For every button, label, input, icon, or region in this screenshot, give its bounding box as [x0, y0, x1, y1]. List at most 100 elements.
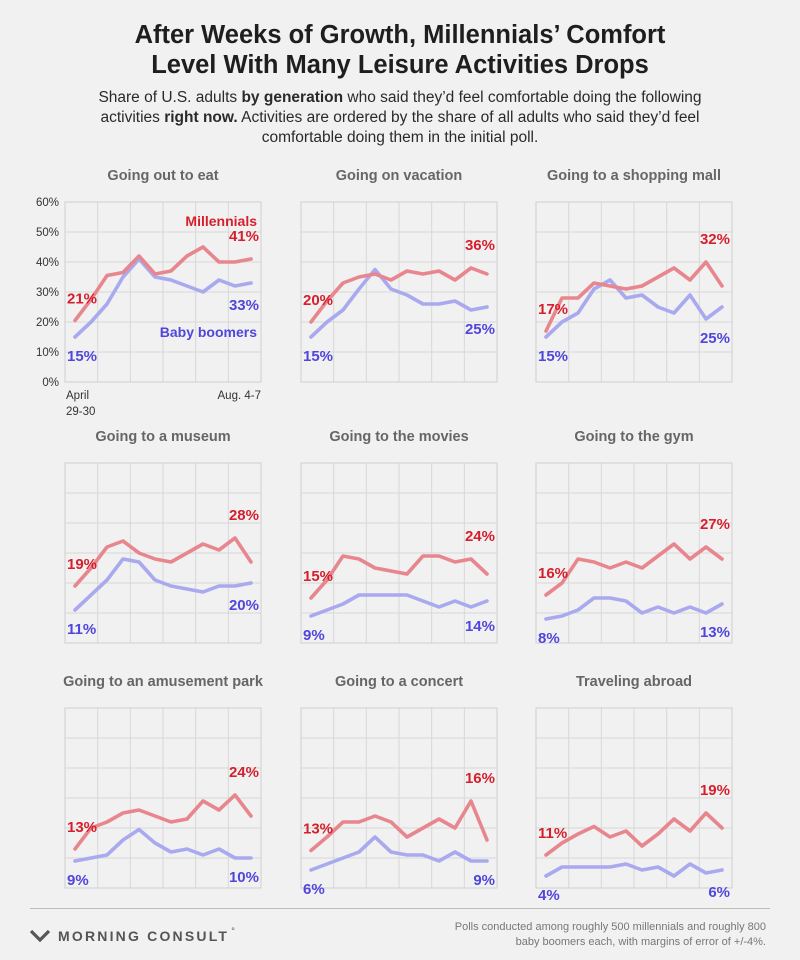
subtitle-bold-2: right now. [164, 109, 238, 126]
morning-consult-logo: MORNING CONSULT ° [30, 924, 235, 948]
boomers-start-label: 15% [303, 348, 333, 365]
millennials-line [544, 260, 724, 333]
millennials-line [309, 799, 489, 853]
millennials-start-label: 13% [67, 819, 97, 836]
millennials-start-label: 15% [303, 568, 333, 585]
millennials-line [73, 245, 253, 323]
chart-panel: Going to a museum 19% 28% 11% 20% [64, 429, 262, 644]
millennials-line [73, 793, 253, 851]
y-tick-label: 20% [36, 317, 59, 329]
millennials-end-label: 19% [700, 782, 730, 799]
panel-frame [64, 707, 262, 889]
x-start-label: April [66, 390, 89, 402]
boomers-start-label: 6% [303, 881, 325, 898]
chart-panel: Going out to eat 0% 10% 20% 30% 40% 50% 60% Apri… [36, 168, 262, 418]
panel-frame [535, 707, 733, 889]
logo-mark: ° [231, 926, 235, 936]
boomers-line [544, 278, 724, 339]
chart-panel: Going on vacation 20% 36% 15% 25% [300, 168, 498, 383]
subtitle-text-1: Share of U.S. adults [98, 89, 242, 106]
millennials-line [309, 266, 489, 324]
logo-text: MORNING CONSULT [58, 928, 230, 944]
boomers-line [544, 596, 724, 621]
boomers-end-label: 25% [700, 330, 730, 347]
millennials-line [544, 542, 724, 597]
boomers-start-label: 8% [538, 630, 560, 647]
boomers-start-label: 15% [67, 348, 97, 365]
millennials-start-label: 20% [303, 292, 333, 309]
methodology-note: Polls conducted among roughly 500 millen… [454, 921, 766, 948]
y-tick-label: 30% [36, 287, 59, 299]
panel-frame [64, 201, 262, 383]
boomers-line [544, 862, 724, 878]
boomers-start-label: 9% [67, 872, 89, 889]
morning-consult-chevron-icon [30, 929, 50, 943]
title-line-1: After Weeks of Growth, Millennials’ Comf… [134, 21, 666, 49]
y-tick-label: 50% [36, 227, 59, 239]
title-line-2: Level With Many Leisure Activities Drops [151, 51, 649, 79]
legend-baby-boomers: Baby boomers [160, 324, 257, 340]
chart-panel: Traveling abroad 11% 19% 4% 6% [535, 674, 733, 904]
millennials-start-label: 16% [538, 565, 568, 582]
millennials-start-label: 13% [303, 821, 333, 838]
millennials-end-label: 24% [229, 764, 259, 781]
millennials-start-label: 19% [67, 556, 97, 573]
boomers-end-label: 13% [700, 624, 730, 641]
footer-divider [30, 908, 770, 909]
boomers-end-label: 10% [229, 869, 259, 886]
boomers-line [73, 257, 253, 339]
subtitle-text-3: Activities are ordered by the share of a… [237, 109, 700, 146]
boomers-line [309, 593, 489, 618]
boomers-line [309, 835, 489, 872]
panel-frame [300, 707, 498, 889]
panel-title: Going to an amusement park [63, 674, 264, 690]
millennials-end-label: 32% [700, 231, 730, 248]
panel-title: Going out to eat [107, 168, 218, 184]
panel-title: Going to the gym [574, 429, 693, 445]
boomers-line [73, 827, 253, 863]
millennials-end-label: 36% [465, 237, 495, 254]
x-start-label: 29-30 [66, 406, 95, 418]
x-end-label: Aug. 4-7 [218, 390, 261, 402]
panel-title: Going to a concert [335, 674, 463, 690]
y-tick-label: 10% [36, 347, 59, 359]
millennials-end-label: 24% [465, 528, 495, 545]
panel-frame [535, 462, 733, 644]
boomers-end-label: 14% [465, 618, 495, 635]
boomers-end-label: 20% [229, 597, 259, 614]
chart-title: After Weeks of Growth, Millennials’ Comf… [0, 20, 800, 80]
millennials-start-label: 21% [67, 291, 97, 308]
boomers-line [309, 267, 489, 339]
panel-frame [535, 201, 733, 383]
chart-panel: Going to a concert 13% 16% 6% 9% [300, 674, 498, 898]
subtitle-bold-1: by generation [241, 89, 344, 106]
boomers-end-label: 6% [708, 884, 730, 901]
chart-subtitle: Share of U.S. adults by generation who s… [80, 88, 720, 148]
boomers-line [73, 557, 253, 612]
millennials-line [73, 536, 253, 588]
boomers-start-label: 9% [303, 627, 325, 644]
millennials-end-label: 28% [229, 507, 259, 524]
legend-millennials: Millennials [185, 213, 257, 229]
y-tick-label: 0% [42, 377, 59, 389]
millennials-line [544, 811, 724, 857]
millennials-start-label: 17% [538, 301, 568, 318]
boomers-start-label: 4% [538, 887, 560, 904]
panel-title: Traveling abroad [576, 674, 692, 690]
panel-title: Going to a museum [95, 429, 230, 445]
boomers-start-label: 11% [67, 621, 96, 638]
subtitle-text-2: who said they’d feel comfortable doing t… [100, 89, 702, 126]
panel-title: Going on vacation [336, 168, 462, 184]
millennials-line [309, 554, 489, 600]
panel-frame [300, 462, 498, 644]
boomers-start-label: 15% [538, 348, 568, 365]
chart-panel: Going to an amusement park 13% 24% 9% 10% [63, 674, 264, 889]
millennials-end-label: 27% [700, 516, 730, 533]
boomers-end-label: 33% [229, 297, 259, 314]
boomers-end-label: 9% [473, 872, 495, 889]
chart-panel: Going to the movies 15% 24% 9% 14% [300, 429, 498, 644]
y-tick-label: 40% [36, 257, 59, 269]
y-tick-label: 60% [36, 197, 59, 209]
chart-panel: Going to the gym 16% 27% 8% 13% [535, 429, 733, 647]
